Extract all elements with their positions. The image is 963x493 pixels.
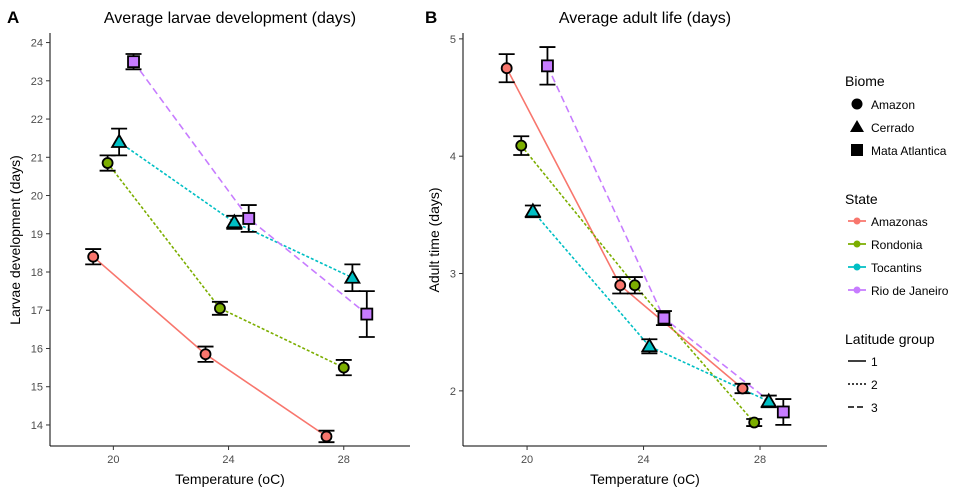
panel-a-point-rondonia [214,302,226,315]
panel-a-tag: A [7,8,19,27]
panel-a-point-rio-de-janeiro [360,307,374,321]
panel-b-point-rondonia [748,416,761,429]
panel-b-x-axis-title: Temperature (oC) [590,471,700,487]
legend-latitude-label-3: 3 [871,401,878,415]
panel-b-axes: 2 3 4 5 20 24 28 [450,33,827,466]
legend-latitude-label-2: 2 [871,378,878,392]
panel-b-point-rondonia [628,279,641,292]
panel-a-plot-area [85,53,375,444]
panel-b-title: Average adult life (days) [559,10,731,27]
panel-b-y-tick-label: 4 [450,151,456,163]
panel-b-y-axis-title: Adult time (days) [426,187,442,292]
panel-a-x-axis-title: Temperature (oC) [175,471,285,487]
panel-b-y-tick-label: 5 [450,34,456,46]
panel-a-point-tocantins [110,133,128,148]
legend: Biome Amazon Cerrado Mata Atlantica Stat… [845,73,949,415]
legend-state-title: State [845,191,878,207]
panel-b-point-rio-de-janeiro [776,405,790,419]
panel-a-y-axis-title: Larvae development (days) [7,155,23,325]
panel-a-point-rondonia [101,157,114,169]
panel-b-x-tick-label: 20 [521,454,533,466]
legend-latitude-label-1: 1 [871,355,878,369]
panel-a-y-tick-label: 18 [31,267,43,279]
panel-b-point-rio-de-janeiro [541,59,554,73]
panel-a-point-rondonia [337,361,350,374]
panel-b-point-amazonas [500,62,513,75]
panel-a-x-tick-label: 28 [338,454,350,466]
panel-a-series-line-rondonia [106,162,345,369]
legend-state-label-rio-de-janeiro: Rio de Janeiro [871,284,949,298]
panel-a-title: Average larvae development (days) [104,10,356,27]
panel-a-x-tick-label: 24 [222,454,234,466]
legend-state-key-dot-rondonia [853,240,861,248]
legend-latitude-title: Latitude group [845,331,935,347]
panel-a-y-tick-label: 21 [31,152,43,164]
panel-b-y-tick-label: 2 [450,386,456,398]
legend-biome-label-amazon: Amazon [871,98,915,112]
legend-biome-label-cerrado: Cerrado [871,121,915,135]
panel-b-point-rio-de-janeiro [657,311,671,325]
panel-a-point-rio-de-janeiro [242,212,256,225]
legend-biome-label-mata-atlantica: Mata Atlantica [871,144,947,158]
panel-a-y-tick-label: 15 [31,382,43,394]
panel-b-series-line-tocantins [532,210,770,403]
panel-a-x-tick-label: 20 [107,454,119,466]
panel-b-point-amazonas [614,279,627,292]
panel-b-point-tocantins [760,392,778,408]
legend-state-keys [848,217,866,294]
panel-a-point-rio-de-janeiro [127,55,140,69]
panel-b-y-tick-label: 3 [450,269,456,281]
panel-a: A Average larvae development (days) Temp… [7,8,410,487]
panel-a-point-amazonas [320,430,333,443]
legend-biome-triangle-key [850,120,864,132]
panel-a-y-tick-label: 20 [31,191,43,203]
panel-a-point-amazonas [199,348,212,361]
legend-state-key-dot-rio-de-janeiro [853,286,861,294]
panel-b-x-tick-label: 28 [754,454,766,466]
panel-a-y-tick-label: 16 [31,343,43,355]
panel-b-point-rondonia [515,139,528,152]
panel-b-tag: B [425,8,437,27]
legend-biome-circle-key [851,98,863,110]
panel-a-axes: 14 15 16 17 18 19 20 21 22 23 24 20 24 28 [31,33,410,466]
panel-a-point-tocantins [343,268,361,284]
panel-b-point-amazonas [736,382,749,395]
legend-state-key-dot-tocantins [853,263,861,271]
panel-b-point-tocantins [640,337,658,353]
legend-state-label-tocantins: Tocantins [871,261,922,275]
legend-state-label-amazonas: Amazonas [871,215,928,229]
legend-state-key-dot-amazonas [853,217,861,225]
panel-b-point-tocantins [524,202,542,218]
panel-b-plot-area [498,46,792,429]
panel-a-point-amazonas [87,250,100,263]
panel-a-y-tick-label: 22 [31,114,43,126]
panel-a-point-tocantins [225,213,243,229]
panel-a-y-tick-label: 14 [31,420,43,432]
panel-a-y-tick-label: 23 [31,76,43,88]
panel-a-y-tick-label: 17 [31,305,43,317]
panel-b: B Average adult life (days) Temperature … [425,8,827,487]
legend-biome-square-key [851,144,863,156]
panel-a-y-tick-label: 24 [31,38,43,50]
panel-a-y-tick-label: 19 [31,229,43,241]
legend-state-label-rondonia: Rondonia [871,238,923,252]
panel-b-x-tick-label: 24 [637,454,649,466]
legend-biome-title: Biome [845,73,885,89]
